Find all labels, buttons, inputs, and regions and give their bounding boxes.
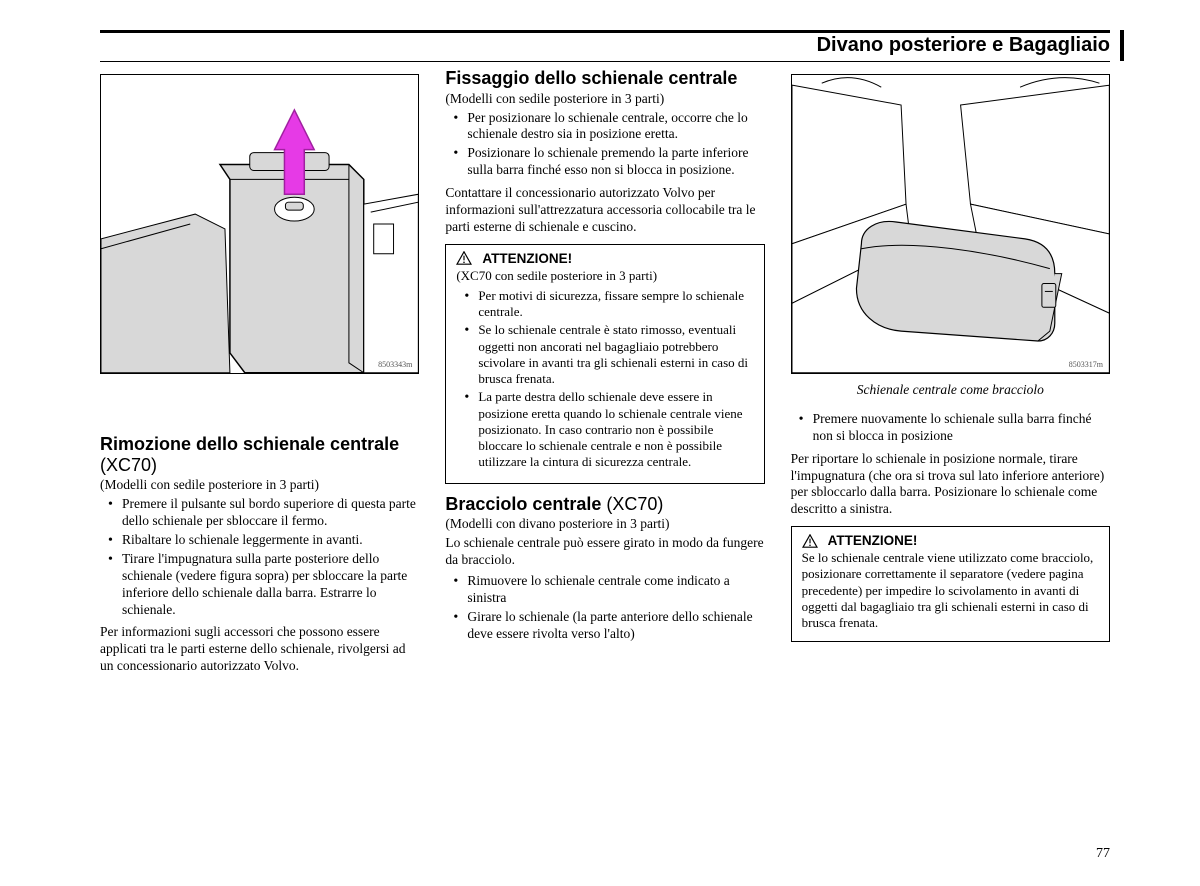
list-item: Ribaltare lo schienale leggermente in av… (100, 532, 419, 549)
heading-text: Bracciolo centrale (445, 494, 606, 514)
attention-header: ATTENZIONE! (456, 251, 753, 266)
attention-list: Per motivi di sicurezza, fissare sempre … (456, 288, 753, 471)
list-item: Girare lo schienale (la parte anteriore … (445, 609, 764, 643)
content-columns: 8503343m Rimozione dello schienale centr… (100, 74, 1110, 679)
paragraph: Lo schienale centrale può essere girato … (445, 535, 764, 569)
heading-armrest: Bracciolo centrale (XC70) (445, 494, 764, 515)
paragraph: Per riportare lo schienale in posizione … (791, 451, 1110, 519)
list-item: Per motivi di sicurezza, fissare sempre … (456, 288, 753, 321)
list-item: Rimuovere lo schienale centrale come ind… (445, 573, 764, 607)
list-item: Posizionare lo schienale premendo la par… (445, 145, 764, 179)
attention-box-1: ATTENZIONE! (XC70 con sedile posteriore … (445, 244, 764, 484)
column-1: 8503343m Rimozione dello schienale centr… (100, 74, 419, 679)
attention-box-2: ATTENZIONE! Se lo schienale centrale vie… (791, 526, 1110, 642)
list-item: Premere il pulsante sul bordo superiore … (100, 496, 419, 530)
subnote: (Modelli con sedile posteriore in 3 part… (445, 91, 764, 108)
heading-fastening: Fissaggio dello schienale centrale (445, 68, 764, 89)
attention-label: ATTENZIONE! (482, 251, 572, 266)
paragraph: Contattare il concessionario autorizzato… (445, 185, 764, 236)
removal-steps: Premere il pulsante sul bordo superiore … (100, 496, 419, 618)
attention-header: ATTENZIONE! (802, 533, 1099, 548)
heading-model: (XC70) (100, 455, 157, 475)
page-header: Divano posteriore e Bagagliaio (100, 30, 1110, 62)
warning-icon (802, 534, 818, 548)
figure-removal: 8503343m (100, 74, 419, 374)
armrest-illustration (792, 75, 1109, 373)
heading-model: (XC70) (606, 494, 663, 514)
list-item: Per posizionare lo schienale centrale, o… (445, 110, 764, 144)
figure-caption: Schienale centrale come bracciolo (791, 382, 1110, 399)
attention-body: Se lo schienale centrale viene utilizzat… (802, 550, 1099, 631)
list-item: Tirare l'impugnatura sulla parte posteri… (100, 551, 419, 619)
column-2: Fissaggio dello schienale centrale (Mode… (445, 68, 764, 679)
attention-intro: (XC70 con sedile posteriore in 3 parti) (456, 268, 753, 284)
figure-armrest: 8503317m (791, 74, 1110, 374)
list-item: Se lo schienale centrale è stato rimosso… (456, 322, 753, 387)
page-title: Divano posteriore e Bagagliaio (807, 34, 1110, 57)
info-paragraph: Per informazioni sugli accessori che pos… (100, 624, 419, 675)
list-item: La parte destra dello schienale deve ess… (456, 389, 753, 470)
page-number: 77 (1096, 846, 1110, 862)
heading-removal: Rimozione dello schienale centrale (XC70… (100, 434, 419, 475)
armrest-return-steps: Premere nuovamente lo schienale sulla ba… (791, 411, 1110, 445)
subnote: (Modelli con divano posteriore in 3 part… (445, 516, 764, 533)
column-3: 8503317m Schienale centrale come braccio… (791, 74, 1110, 679)
list-item: Premere nuovamente lo schienale sulla ba… (791, 411, 1110, 445)
subnote: (Modelli con sedile posteriore in 3 part… (100, 477, 419, 494)
warning-icon (456, 251, 472, 265)
figure-code: 8503317m (1069, 360, 1103, 369)
fastening-steps: Per posizionare lo schienale centrale, o… (445, 110, 764, 180)
attention-label: ATTENZIONE! (828, 533, 918, 548)
removal-illustration (101, 75, 418, 373)
heading-text: Rimozione dello schienale centrale (100, 434, 399, 454)
figure-code: 8503343m (378, 360, 412, 369)
armrest-steps: Rimuovere lo schienale centrale come ind… (445, 573, 764, 643)
